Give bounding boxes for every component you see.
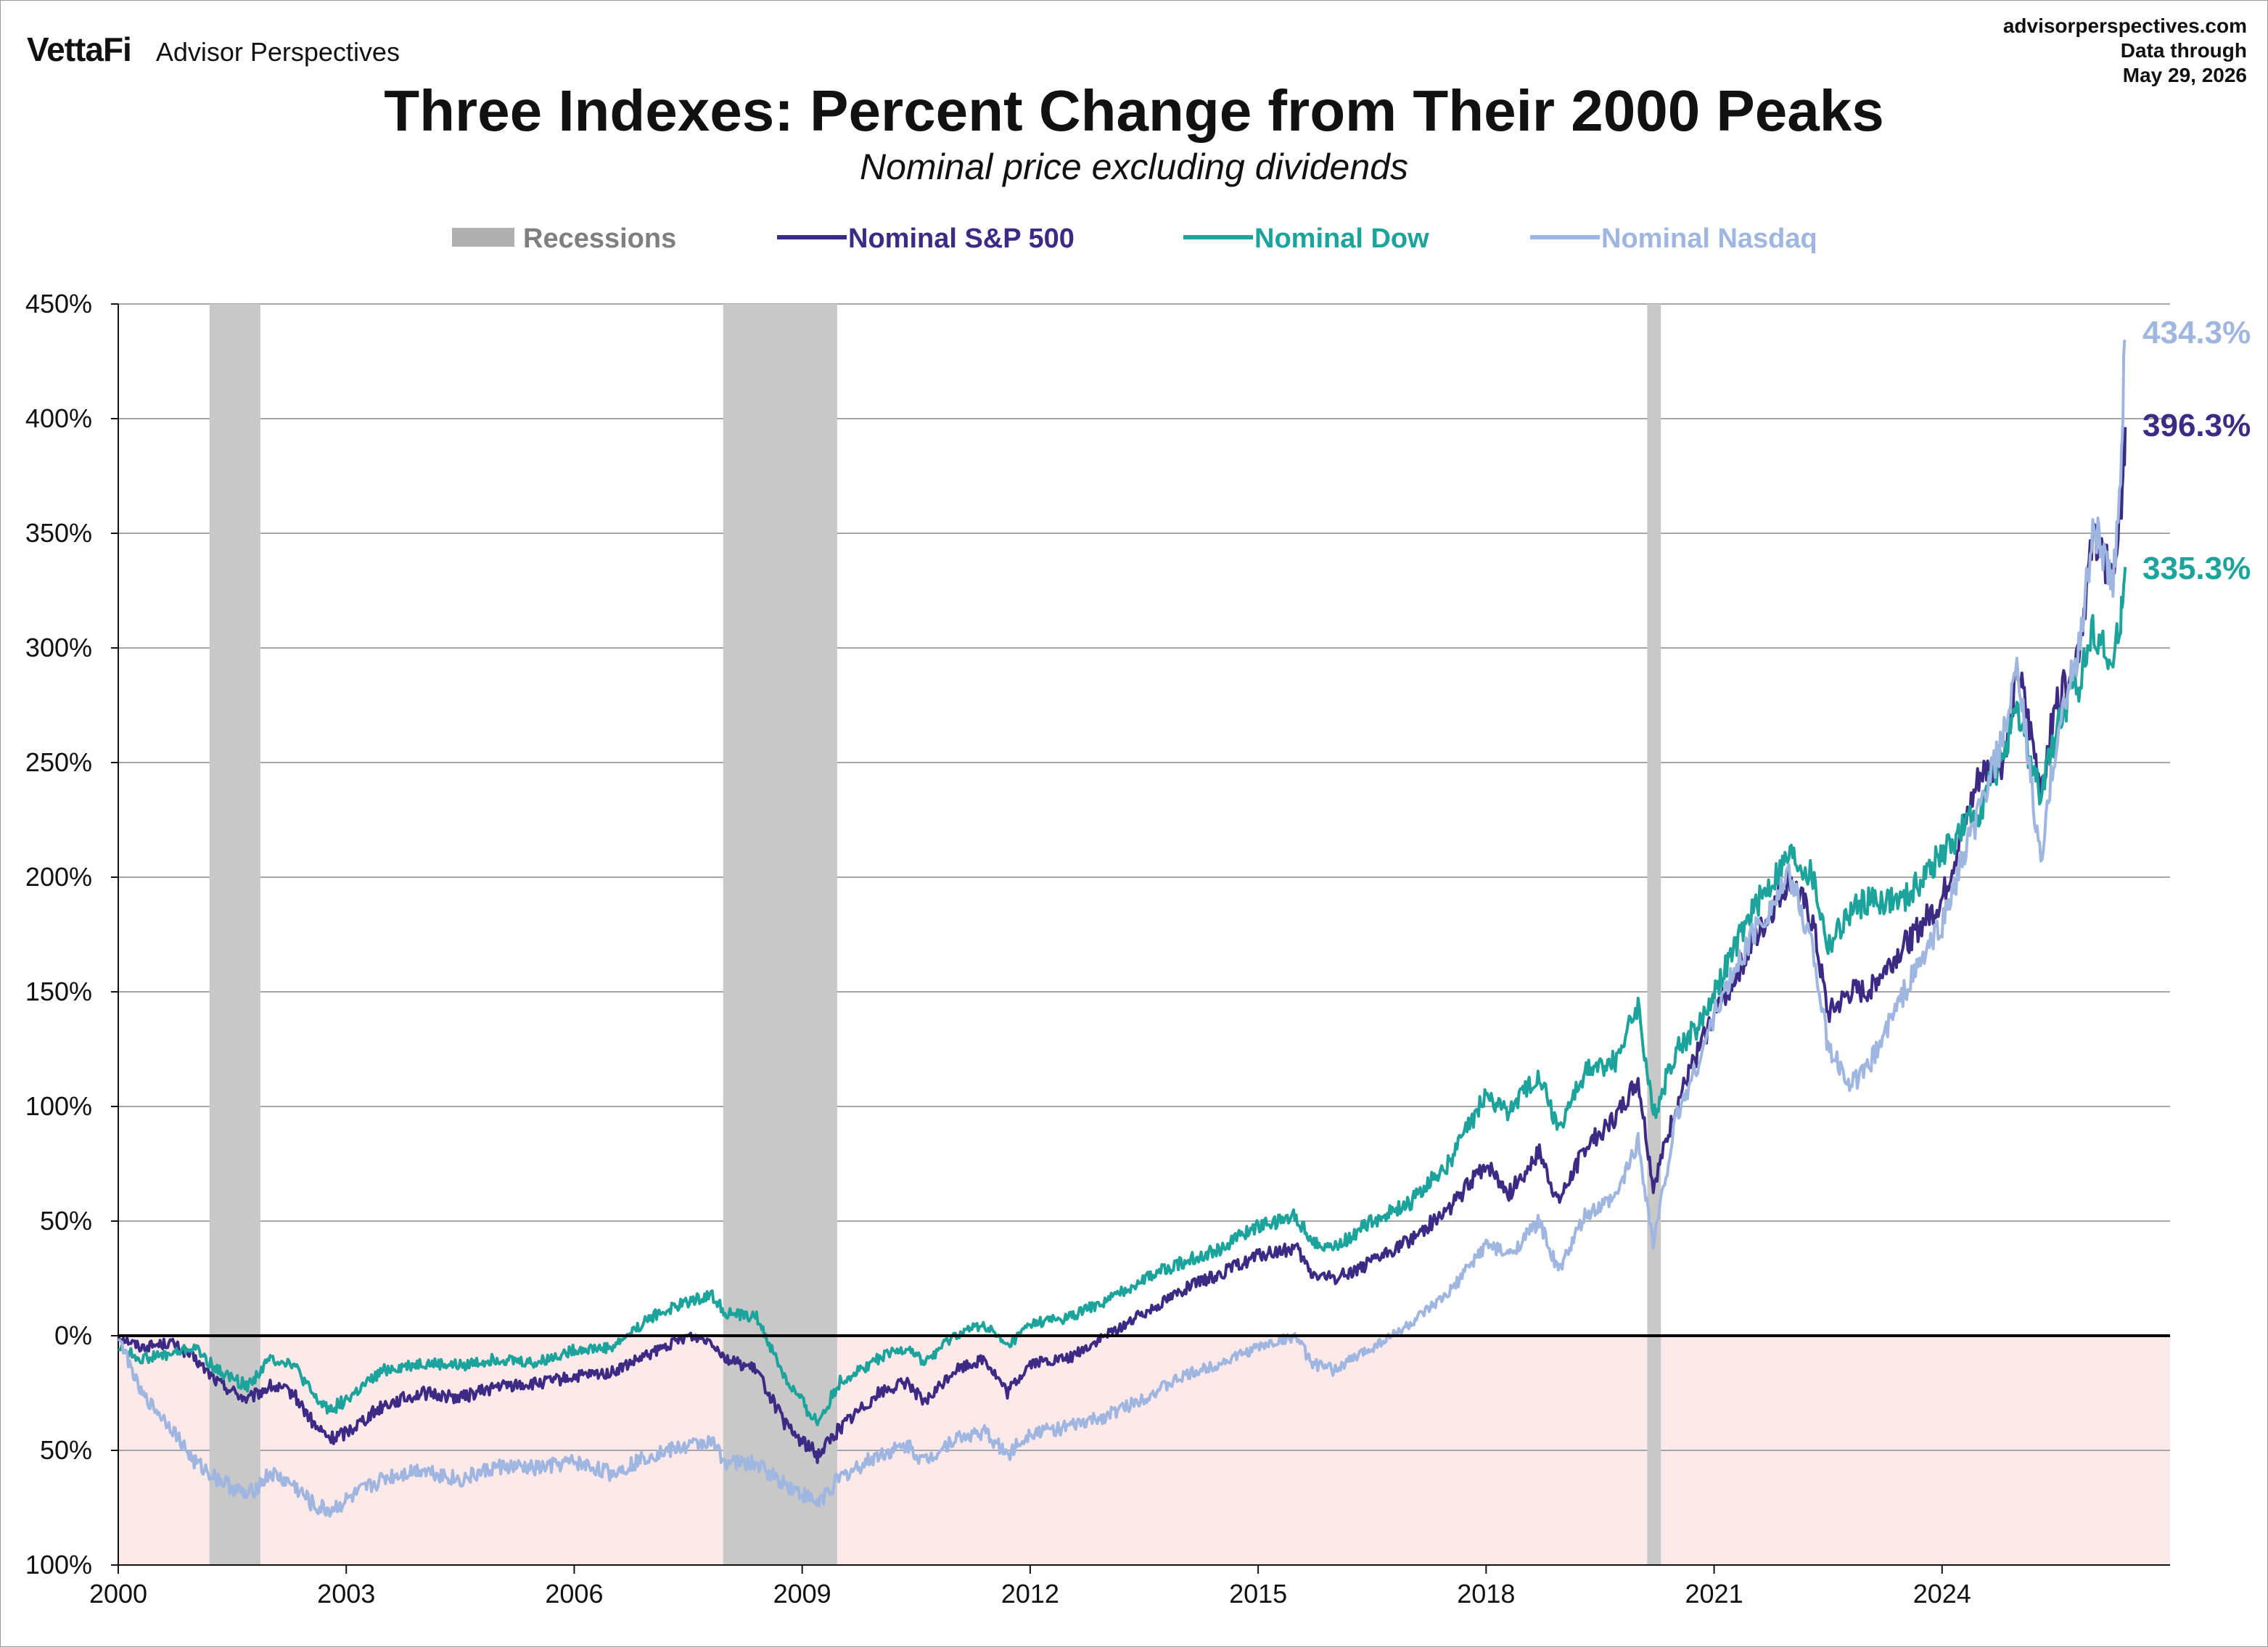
source-date: May 29, 2026 — [2122, 64, 2247, 86]
y-tick-label: 200% — [25, 862, 92, 892]
recession-band — [1647, 304, 1661, 1565]
y-tick-label: 300% — [25, 633, 92, 662]
y-tick-label: 450% — [25, 289, 92, 319]
legend: Recessions Nominal S&P 500 Nominal Dow Nomi… — [452, 223, 1817, 254]
x-tick-label: 2006 — [545, 1579, 603, 1609]
x-tick-label: 2000 — [89, 1579, 147, 1609]
end-label: 396.3% — [2142, 408, 2251, 443]
chart-title: Three Indexes: Percent Change from Their… — [384, 78, 1884, 143]
legend-label: Nominal S&P 500 — [848, 223, 1075, 254]
y-tick-label: 250% — [25, 747, 92, 777]
legend-label: Nominal Dow — [1254, 223, 1429, 254]
y-tick-label: 100% — [25, 1550, 92, 1580]
recession-band — [723, 304, 837, 1565]
chart-subtitle: Nominal price excluding dividends — [860, 147, 1408, 187]
x-tick-label: 2018 — [1457, 1579, 1515, 1609]
y-tick-label: 50% — [40, 1435, 92, 1465]
source-site: advisorperspectives.com — [2002, 15, 2247, 37]
legend-item-recessions: Recessions — [452, 223, 676, 254]
brand-name: Advisor Perspectives — [155, 37, 400, 67]
x-tick-label: 2021 — [1685, 1579, 1743, 1609]
legend-label: Recessions — [523, 223, 676, 254]
end-label: 434.3% — [2142, 315, 2251, 350]
y-tick-label: 400% — [25, 403, 92, 433]
recession-band — [209, 304, 260, 1565]
series-line-nominal-dow — [118, 567, 2127, 1426]
x-tick-label: 2003 — [317, 1579, 375, 1609]
legend-item-nominal-s-p-500: Nominal S&P 500 — [777, 223, 1075, 254]
x-tick-label: 2015 — [1229, 1579, 1287, 1609]
end-labels: 396.3% 335.3% 434.3% — [2142, 315, 2251, 586]
source-info: advisorperspectives.com Data through May… — [2003, 14, 2247, 88]
x-tick-label: 2009 — [773, 1579, 831, 1609]
y-tick-label: 150% — [25, 977, 92, 1006]
legend-item-nominal-nasdaq: Nominal Nasdaq — [1530, 223, 1817, 254]
legend-label: Nominal Nasdaq — [1601, 223, 1817, 254]
legend-item-nominal-dow: Nominal Dow — [1183, 223, 1429, 254]
brand-logo: VettaFi — [27, 30, 132, 68]
y-tick-label: 100% — [25, 1091, 92, 1121]
series-line-nominal-nasdaq — [117, 339, 2127, 1518]
source-note: Data through — [2120, 39, 2247, 62]
y-tick-label: 50% — [40, 1206, 92, 1236]
axes — [111, 303, 2170, 1574]
y-tick-label: 350% — [25, 518, 92, 548]
tick-labels: 100% 50% 0% 50% 100% 150% 200% 250% 300% 350% 400%… — [25, 289, 1971, 1609]
recession-bands — [209, 304, 1661, 1565]
series-line-nominal-s-p-500 — [117, 427, 2127, 1464]
brand: VettaFi Advisor Perspectives — [27, 30, 400, 69]
series-lines — [117, 339, 2170, 1518]
y-tick-label: 0% — [54, 1321, 92, 1350]
x-tick-label: 2012 — [1001, 1579, 1059, 1609]
x-tick-label: 2024 — [1913, 1579, 1971, 1609]
legend-swatch — [452, 228, 514, 247]
end-label: 335.3% — [2142, 551, 2251, 586]
